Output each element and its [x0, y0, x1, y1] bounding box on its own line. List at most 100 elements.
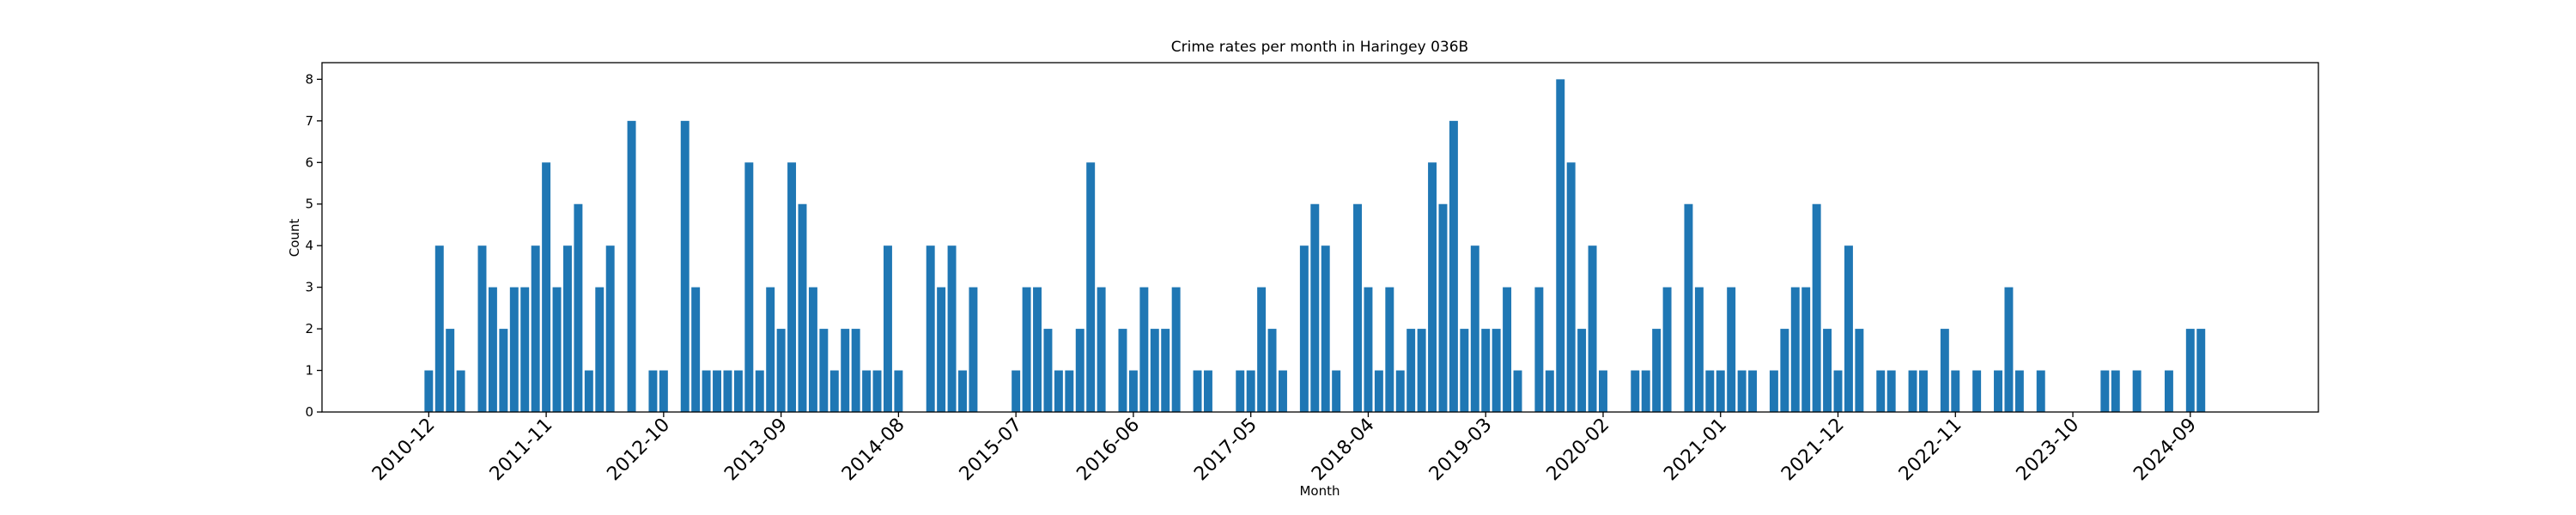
- bar: [1769, 370, 1778, 412]
- bar: [1833, 370, 1843, 412]
- y-tick-label: 3: [305, 280, 313, 295]
- bar: [1043, 329, 1053, 412]
- bar: [1257, 287, 1267, 412]
- bar: [819, 329, 829, 412]
- bar: [531, 245, 540, 412]
- bar: [1097, 287, 1106, 412]
- bar: [798, 203, 807, 412]
- bar: [562, 245, 572, 412]
- bar: [1886, 370, 1896, 412]
- y-tick-label: 4: [305, 238, 313, 253]
- bar: [574, 203, 583, 412]
- bar: [1727, 287, 1736, 412]
- x-tick-label: 2021-01: [1660, 415, 1731, 486]
- bar: [1662, 287, 1672, 412]
- y-tick-label: 2: [305, 321, 313, 336]
- bar: [434, 245, 444, 412]
- bar: [733, 370, 743, 412]
- bar: [1951, 370, 1960, 412]
- bar: [488, 287, 497, 412]
- x-tick-label: 2021-12: [1777, 415, 1849, 486]
- bar: [1972, 370, 1982, 412]
- x-axis-label: Month: [1299, 483, 1340, 499]
- bar: [1545, 370, 1554, 412]
- bar: [829, 370, 839, 412]
- bar: [947, 245, 957, 412]
- bar: [1823, 329, 1832, 412]
- bar: [1171, 287, 1181, 412]
- bar: [2196, 329, 2206, 412]
- bar: [542, 162, 551, 413]
- y-tick-label: 6: [305, 154, 313, 170]
- bar: [1374, 370, 1383, 412]
- bar: [1503, 287, 1512, 412]
- bar: [648, 370, 658, 412]
- bar: [702, 370, 711, 412]
- bar: [680, 120, 690, 413]
- bar: [969, 287, 978, 412]
- x-tick-label: 2012-10: [603, 415, 674, 486]
- x-tick-label: 2024-09: [2129, 415, 2201, 486]
- bar: [659, 370, 668, 412]
- bar: [2164, 370, 2173, 412]
- bar: [1086, 162, 1096, 413]
- bar: [1705, 370, 1715, 412]
- bar: [509, 287, 519, 412]
- bar: [1417, 329, 1426, 412]
- bar: [446, 329, 455, 412]
- bar: [1428, 162, 1437, 413]
- bar: [851, 329, 860, 412]
- bar: [1438, 203, 1448, 412]
- bar: [744, 162, 754, 413]
- bar: [1481, 329, 1491, 412]
- bar: [1406, 329, 1416, 412]
- bar: [1022, 287, 1031, 412]
- bar: [1556, 79, 1565, 412]
- bar: [2185, 329, 2195, 412]
- bar: [499, 329, 508, 412]
- bar: [520, 287, 530, 412]
- bar: [1161, 329, 1170, 412]
- bar: [1748, 370, 1758, 412]
- bar: [872, 370, 882, 412]
- bar: [1364, 287, 1373, 412]
- bar: [926, 245, 935, 412]
- x-tick-label: 2014-08: [838, 415, 909, 486]
- x-tick-label: 2019-03: [1425, 415, 1497, 486]
- bar: [1012, 370, 1021, 412]
- bar: [2132, 370, 2142, 412]
- bar: [894, 370, 903, 412]
- bar: [1246, 370, 1255, 412]
- bar: [1492, 329, 1501, 412]
- bar: [808, 287, 817, 412]
- bar: [1641, 370, 1650, 412]
- bar: [1395, 370, 1405, 412]
- bar: [1631, 370, 1640, 412]
- bar: [1940, 329, 1949, 412]
- bar: [1385, 287, 1394, 412]
- bar: [1193, 370, 1202, 412]
- bar: [1790, 287, 1800, 412]
- x-tick-label: 2018-04: [1308, 415, 1379, 486]
- x-tick-label: 2015-07: [956, 415, 1027, 486]
- bar: [1470, 245, 1479, 412]
- bar: [1236, 370, 1245, 412]
- bar: [1855, 329, 1864, 412]
- bar: [1876, 370, 1886, 412]
- bar: [2100, 370, 2110, 412]
- bar: [2036, 370, 2045, 412]
- bar: [755, 370, 764, 412]
- bar: [1128, 370, 1138, 412]
- bar: [1150, 329, 1159, 412]
- bar: [1075, 329, 1084, 412]
- bar: [1267, 329, 1277, 412]
- bar: [862, 370, 872, 412]
- bar: [1577, 329, 1587, 412]
- bar: [1566, 162, 1576, 413]
- bar: [766, 287, 775, 412]
- x-tick-label: 2023-10: [2013, 415, 2084, 486]
- bar: [584, 370, 593, 412]
- bar: [776, 329, 786, 412]
- x-tick-label: 2017-05: [1190, 415, 1261, 486]
